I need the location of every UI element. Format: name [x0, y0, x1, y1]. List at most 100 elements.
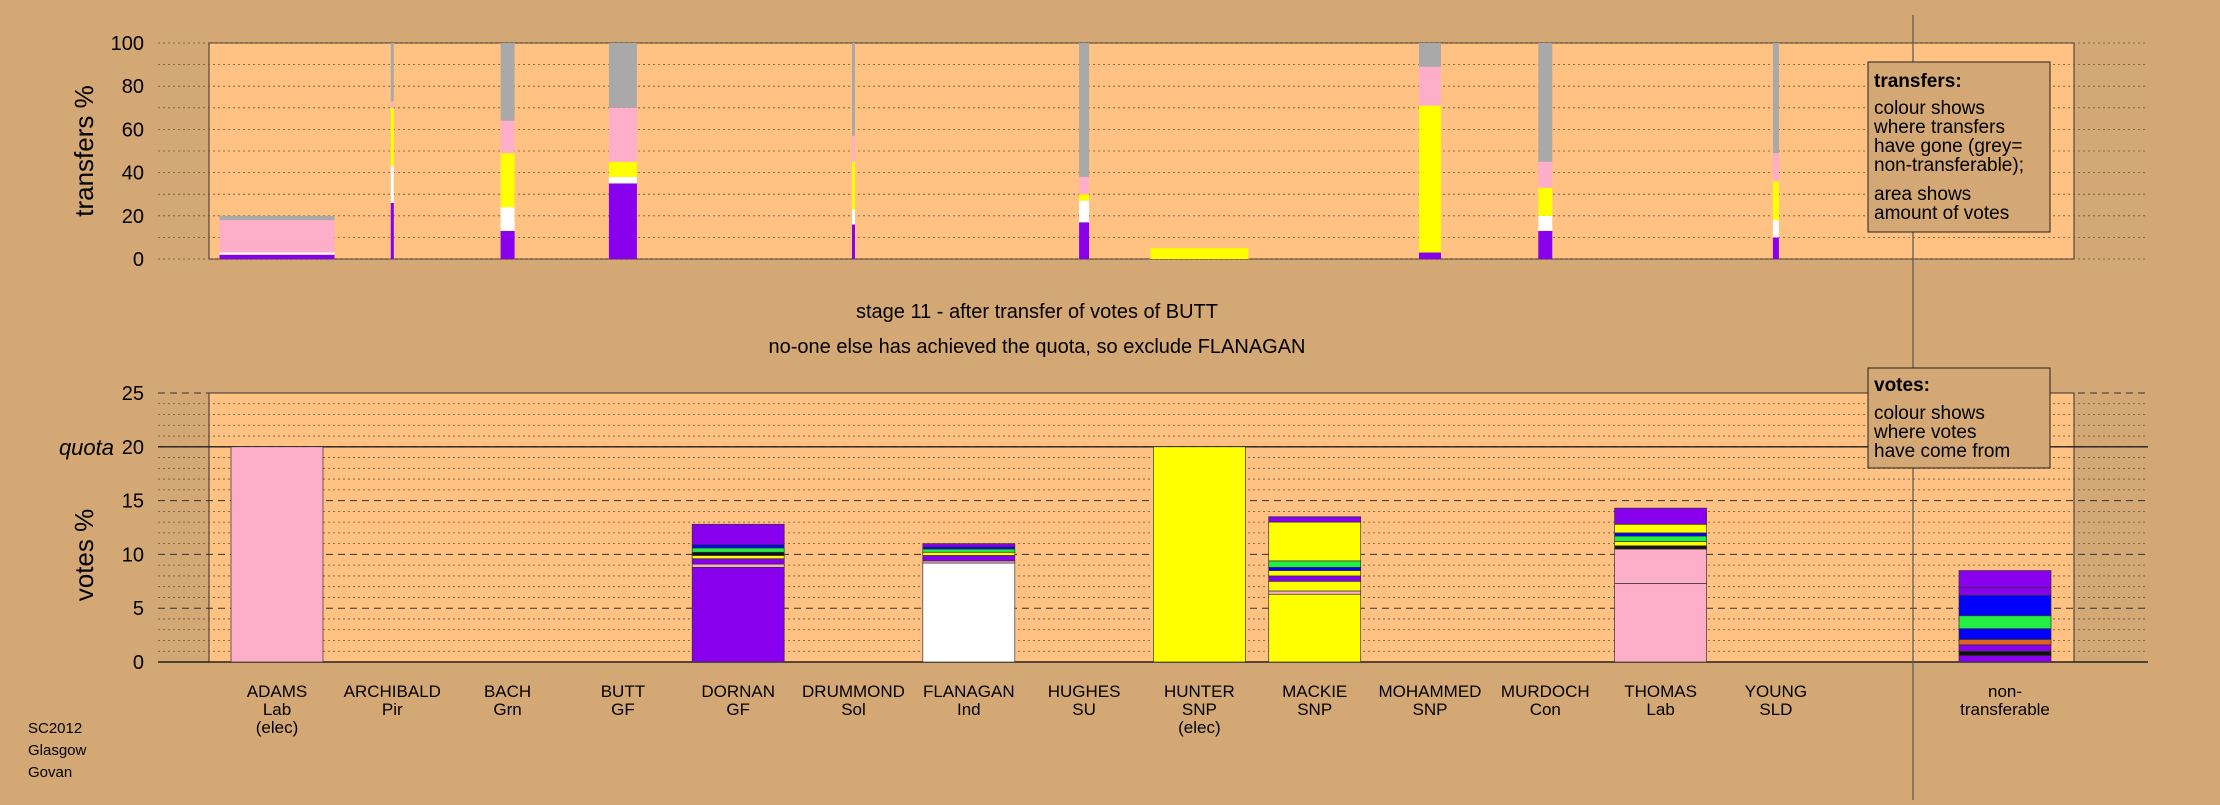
transfers-legend-line: area shows [1874, 184, 1971, 205]
transfer-segment [1538, 43, 1553, 162]
vote-segment [1614, 541, 1707, 547]
vote-segment [1268, 560, 1362, 568]
transfers-legend: transfers: colour shows where transfers … [1867, 61, 2051, 233]
candidate-party: transferable [1960, 700, 2050, 719]
vote-bar [691, 523, 785, 663]
candidate-name: YOUNG [1745, 682, 1807, 701]
vote-segment [1958, 587, 2052, 596]
votes-y-tick: 20 [122, 437, 144, 459]
transfer-bar [608, 43, 637, 259]
votes-legend-title: votes: [1874, 375, 1930, 396]
transfer-segment [1079, 194, 1090, 201]
footer-line: SC2012 [28, 720, 82, 737]
candidate-name: MOHAMMED [1379, 682, 1482, 701]
transfer-segment [1538, 230, 1553, 259]
vote-segment [1153, 446, 1246, 663]
transfers-legend-line: have gone (grey= [1874, 136, 2022, 157]
transfer-bar [852, 43, 855, 259]
votes-legend-line: have come from [1874, 441, 2010, 462]
transfer-segment [500, 43, 515, 121]
transfer-bar [500, 43, 515, 259]
transfers-y-tick: 100 [111, 33, 144, 55]
transfers-y-axis-label: transfers % [69, 85, 99, 217]
votes-y-tick: 15 [122, 491, 144, 513]
candidate-party: Grn [493, 700, 521, 719]
vote-segment [1268, 580, 1362, 592]
vote-bar [230, 446, 324, 663]
transfer-segment [608, 176, 637, 184]
vote-segment [1614, 535, 1707, 542]
transfers-legend-line: colour shows [1874, 98, 1985, 119]
transfers-y-tick: 0 [133, 249, 144, 271]
candidate-name: non- [1988, 682, 2022, 701]
transfer-segment [1419, 105, 1441, 253]
vote-segment [691, 555, 785, 560]
transfer-segment [608, 107, 637, 162]
vote-segment [1614, 507, 1707, 525]
vote-segment [1268, 566, 1362, 571]
votes-legend-box [1867, 367, 2051, 469]
vote-bar [1268, 516, 1362, 663]
vote-segment [1958, 655, 2052, 663]
stage-heading: stage 11 - after transfer of votes of BU… [856, 301, 1218, 323]
transfer-segment [1419, 66, 1441, 106]
transfer-segment [1772, 237, 1779, 259]
transfers-legend-line: where transfers [1873, 117, 2005, 138]
vote-segment [1268, 593, 1362, 663]
vote-segment [922, 555, 1016, 562]
candidate-party: GF [726, 700, 750, 719]
vote-segment [691, 551, 785, 556]
candidate-name: DORNAN [701, 682, 775, 701]
footer-line: Glasgow [28, 742, 87, 759]
transfer-bar [1419, 43, 1441, 259]
vote-segment [1268, 575, 1362, 582]
transfer-segment [608, 161, 637, 177]
candidate-note: (elec) [1178, 718, 1221, 737]
vote-segment [1958, 639, 2052, 646]
transfer-segment [608, 43, 637, 108]
transfers-legend-line: non-transferable); [1874, 155, 2024, 176]
votes-chart: 0 5 10 15 20 25 quota votes % [59, 383, 2148, 674]
votes-y-tick: 5 [133, 598, 144, 620]
vote-segment [1958, 644, 2052, 652]
candidate-party: SNP [1413, 700, 1448, 719]
transfer-segment [500, 153, 515, 208]
transfer-segment [219, 215, 335, 221]
candidate-name: HUNTER [1164, 682, 1235, 701]
vote-segment [922, 551, 1016, 556]
transfer-segment [852, 161, 855, 210]
transfer-segment [1538, 215, 1553, 231]
vote-segment [922, 548, 1016, 553]
transfer-segment [500, 120, 515, 154]
vote-segment [691, 566, 785, 663]
vote-segment [691, 547, 785, 553]
candidate-labels: ADAMSLab(elec)ARCHIBALDPirBACHGrnBUTTGFD… [247, 682, 2050, 737]
transfer-segment [852, 224, 855, 259]
candidate-name: MACKIE [1282, 682, 1347, 701]
transfer-segment [390, 107, 394, 167]
transfer-segment [1150, 248, 1249, 259]
transfers-chart: 0 20 40 60 80 100 transfers % [69, 33, 2148, 271]
transfer-segment [390, 166, 394, 203]
candidate-party: Lab [1646, 700, 1674, 719]
candidate-party: Pir [382, 700, 403, 719]
candidate-name: THOMAS [1624, 682, 1697, 701]
vote-segment [1268, 521, 1362, 562]
candidate-name: ADAMS [247, 682, 307, 701]
candidate-name: ARCHIBALD [344, 682, 441, 701]
transfer-segment [1419, 43, 1441, 67]
candidate-party: Lab [263, 700, 291, 719]
votes-y-tick: 25 [122, 383, 144, 405]
vote-segment [1958, 594, 2052, 617]
transfer-segment [1772, 181, 1779, 221]
candidate-note: (elec) [256, 718, 299, 737]
transfer-bar [1150, 248, 1249, 259]
votes-legend: votes: colour shows where votes have com… [1867, 367, 2051, 469]
vote-segment [1614, 532, 1707, 537]
transfer-segment [1079, 43, 1090, 177]
stage-subheading: no-one else has achieved the quota, so e… [769, 336, 1306, 358]
transfer-bar [1772, 43, 1779, 259]
candidate-name: BUTT [601, 682, 645, 701]
transfer-segment [1079, 222, 1090, 259]
candidate-party: Ind [957, 700, 981, 719]
